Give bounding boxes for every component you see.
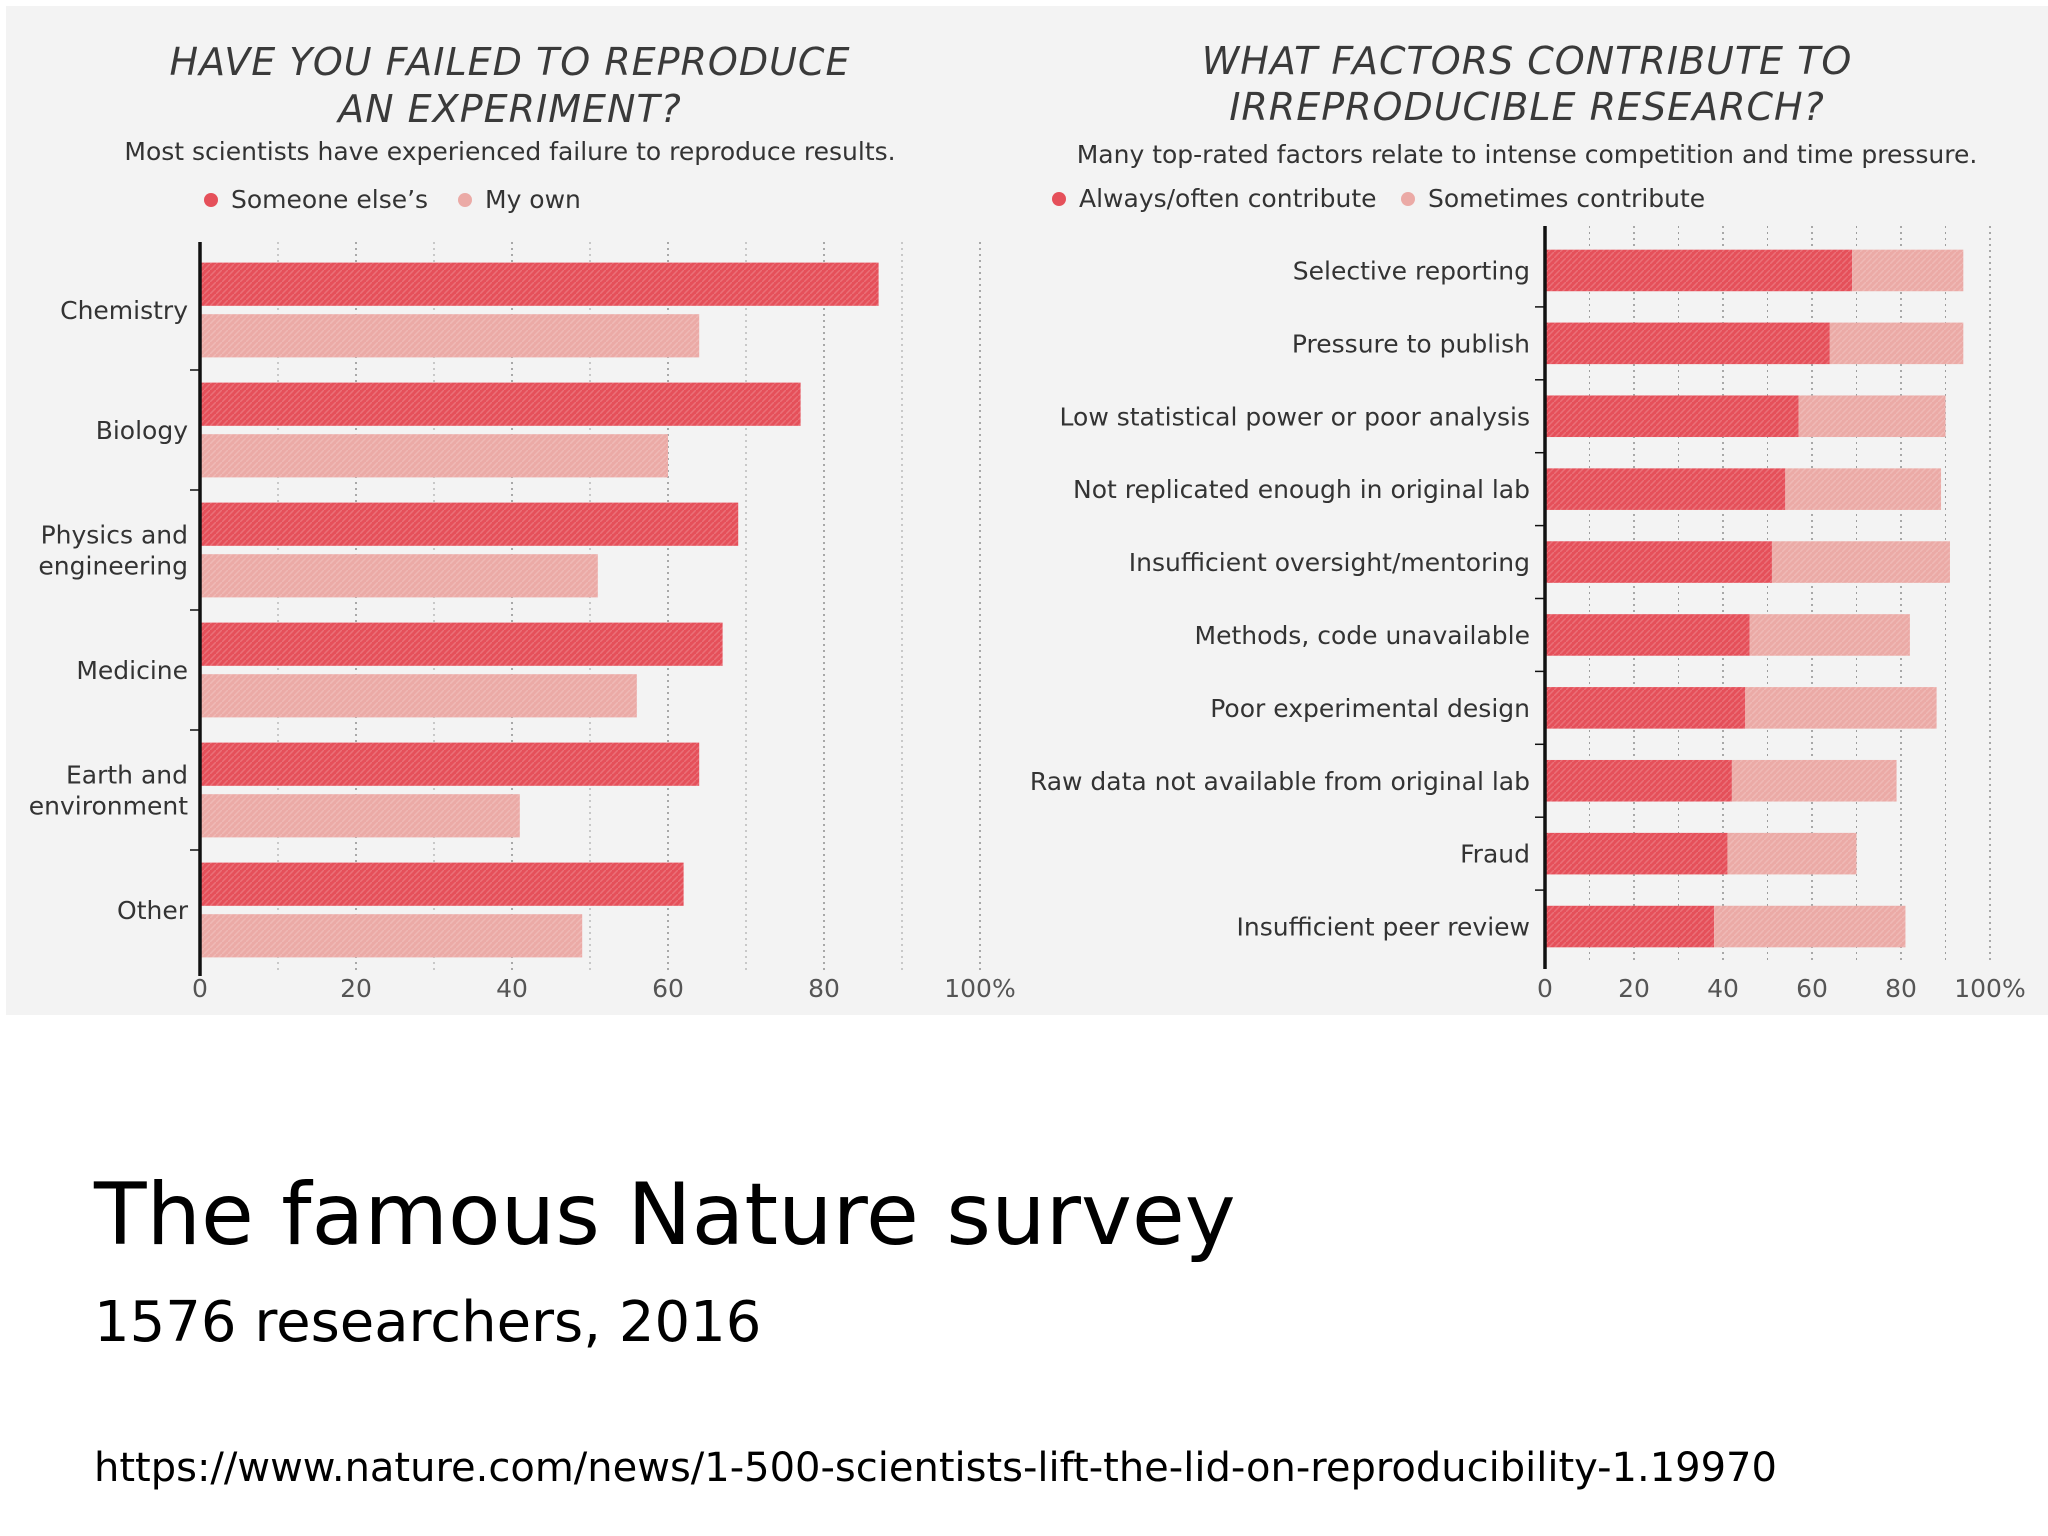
- bar-texture: [200, 914, 583, 958]
- category-label: Other: [117, 896, 189, 925]
- bar-texture: [1545, 832, 1728, 875]
- bar-texture: [200, 382, 801, 426]
- chart-title-line: AN EXPERIMENT?: [335, 87, 682, 131]
- bar-texture: [1545, 322, 1830, 365]
- chart-irreproducibility-factors: WHAT FACTORS CONTRIBUTE TOIRREPRODUCIBLE…: [1030, 39, 2026, 1003]
- bar-texture: [1714, 905, 1906, 948]
- bar-texture: [1829, 322, 1964, 365]
- bar-texture: [1545, 541, 1772, 583]
- chart-title-line: HAVE YOU FAILED TO REPRODUCE: [170, 40, 851, 84]
- x-tick-label: 100%: [1954, 974, 2025, 1003]
- slide-subtitle: 1576 researchers, 2016: [94, 1290, 762, 1355]
- category-label: Raw data not available from original lab: [1030, 767, 1530, 796]
- bar-texture: [1749, 614, 1910, 656]
- legend-label: My own: [485, 185, 581, 214]
- category-label: Low statistical power or poor analysis: [1060, 402, 1530, 431]
- category-label: engineering: [38, 552, 188, 581]
- bar-texture: [1545, 687, 1746, 729]
- bar-texture: [1545, 905, 1715, 948]
- bar-texture: [1798, 395, 1946, 438]
- chart-subtitle: Most scientists have experienced failure…: [124, 137, 895, 166]
- bar-texture: [1731, 759, 1897, 802]
- bar-texture: [200, 314, 700, 358]
- category-label: Biology: [96, 416, 189, 445]
- bar-texture: [200, 502, 739, 546]
- category-label: Insufficient oversight/mentoring: [1129, 548, 1530, 577]
- category-label: Fraud: [1460, 840, 1530, 869]
- bar-texture: [1727, 832, 1857, 875]
- category-label: Earth and: [66, 761, 188, 790]
- legend-swatch: [1052, 192, 1066, 206]
- category-label: Physics and: [41, 521, 188, 550]
- bar-texture: [1545, 614, 1750, 656]
- slide-title: The famous Nature survey: [94, 1165, 1236, 1265]
- category-label: Selective reporting: [1293, 256, 1530, 285]
- x-tick-label: 80: [808, 974, 840, 1003]
- category-label: Chemistry: [60, 296, 188, 325]
- bar-texture: [200, 622, 723, 666]
- bar-texture: [1545, 395, 1799, 438]
- x-tick-label: 20: [340, 974, 372, 1003]
- bar-texture: [200, 742, 700, 786]
- chart-title-line: WHAT FACTORS CONTRIBUTE TO: [1202, 39, 1853, 83]
- bar-texture: [200, 554, 598, 598]
- bar-texture: [1545, 249, 1853, 292]
- x-tick-label: 100%: [944, 974, 1015, 1003]
- bar-texture: [200, 262, 879, 306]
- category-label: Not replicated enough in original lab: [1073, 475, 1530, 504]
- bar-texture: [1852, 249, 1964, 292]
- x-tick-label: 40: [1707, 974, 1739, 1003]
- category-label: Methods, code unavailable: [1195, 621, 1530, 650]
- legend-swatch: [458, 193, 472, 207]
- legend-swatch: [204, 193, 218, 207]
- category-label: Insufficient peer review: [1237, 913, 1530, 942]
- source-url: https://www.nature.com/news/1-500-scient…: [94, 1445, 1777, 1491]
- category-label: Medicine: [76, 656, 188, 685]
- x-tick-label: 40: [496, 974, 528, 1003]
- legend-swatch: [1401, 192, 1415, 206]
- x-tick-label: 60: [1796, 974, 1828, 1003]
- bar-texture: [1545, 468, 1786, 510]
- x-tick-label: 80: [1885, 974, 1917, 1003]
- x-tick-label: 20: [1618, 974, 1650, 1003]
- x-tick-label: 0: [1537, 974, 1553, 1003]
- legend-label: Sometimes contribute: [1428, 184, 1705, 213]
- chart-subtitle: Many top-rated factors relate to intense…: [1077, 140, 1978, 169]
- bar-texture: [200, 674, 637, 718]
- category-label: environment: [29, 792, 188, 821]
- bar-texture: [200, 862, 684, 906]
- bar-texture: [200, 434, 668, 478]
- legend-label: Always/often contribute: [1079, 184, 1377, 213]
- x-tick-label: 60: [652, 974, 684, 1003]
- bar-texture: [1771, 541, 1950, 583]
- legend-label: Someone else’s: [231, 185, 428, 214]
- bar-texture: [200, 794, 520, 838]
- chart-title-line: IRREPRODUCIBLE RESEARCH?: [1229, 85, 1825, 129]
- bar-texture: [1545, 759, 1732, 802]
- x-tick-label: 0: [192, 974, 208, 1003]
- category-label: Poor experimental design: [1210, 694, 1530, 723]
- bar-texture: [1785, 468, 1942, 510]
- category-label: Pressure to publish: [1292, 329, 1530, 358]
- bar-texture: [1745, 687, 1937, 729]
